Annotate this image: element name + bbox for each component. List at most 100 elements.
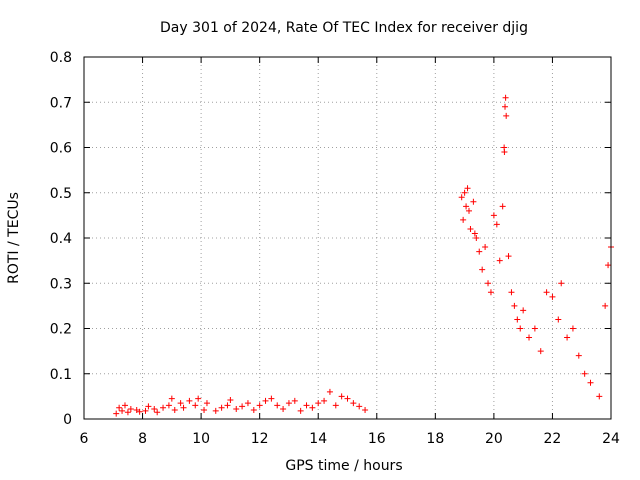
data-point [460, 216, 467, 223]
chart-title: Day 301 of 2024, Rate Of TEC Index for r… [160, 20, 528, 36]
x-tick-label: 16 [368, 431, 386, 447]
y-tick-label: 0.7 [50, 95, 72, 111]
x-tick-label: 22 [544, 431, 562, 447]
data-point [224, 402, 231, 409]
y-tick-label: 0.2 [50, 322, 72, 338]
data-point [113, 410, 120, 417]
data-point [569, 325, 576, 332]
data-point [338, 393, 345, 400]
data-point [461, 189, 468, 196]
data-point [531, 325, 538, 332]
data-point [239, 403, 246, 410]
data-point [501, 149, 508, 156]
data-point [203, 400, 210, 407]
y-tick-label: 0.1 [50, 367, 72, 383]
data-point [154, 409, 161, 416]
axis-ticks: 6 8 10 12 14 16 18 20 22 24 0 0.1 0.2 0.3 0.4 0.5 0.6 0.7… [50, 50, 620, 447]
data-point [537, 348, 544, 355]
data-point [503, 112, 510, 119]
data-point [297, 407, 304, 414]
data-point [262, 397, 269, 404]
data-point [479, 266, 486, 273]
data-point [142, 407, 149, 414]
data-point [543, 289, 550, 296]
data-point [151, 406, 158, 413]
data-point [195, 395, 202, 402]
data-point [332, 402, 339, 409]
y-tick-label: 0.5 [50, 186, 72, 202]
data-point [124, 409, 131, 416]
data-point [458, 194, 465, 201]
data-point [218, 404, 225, 411]
data-point [250, 406, 257, 413]
data-point [464, 185, 471, 192]
data-point [549, 293, 556, 300]
y-tick-label: 0.3 [50, 276, 72, 292]
data-point [244, 400, 251, 407]
data-point [496, 257, 503, 264]
data-point [227, 396, 234, 403]
data-point [362, 406, 369, 413]
data-point [596, 393, 603, 400]
x-tick-label: 12 [251, 431, 269, 447]
data-point [555, 316, 562, 323]
data-point [502, 103, 509, 110]
data-point [201, 406, 208, 413]
data-point [356, 403, 363, 410]
data-point [233, 406, 240, 413]
data-point [476, 248, 483, 255]
x-tick-label: 8 [138, 431, 147, 447]
y-tick-label: 0.6 [50, 141, 72, 157]
data-point [145, 403, 152, 410]
x-axis-label: GPS time / hours [285, 458, 402, 474]
data-point [350, 400, 357, 407]
data-point [499, 203, 506, 210]
data-point [602, 302, 609, 309]
data-point [177, 400, 184, 407]
data-point [285, 400, 292, 407]
data-point [471, 230, 478, 237]
data-point [564, 334, 571, 341]
data-point [321, 397, 328, 404]
data-point [303, 402, 310, 409]
data-point [309, 404, 316, 411]
data-point [186, 397, 193, 404]
data-point [268, 395, 275, 402]
data-point [121, 402, 128, 409]
x-tick-label: 6 [80, 431, 89, 447]
data-point [587, 379, 594, 386]
data-point [605, 262, 612, 269]
data-point [212, 407, 219, 414]
data-point [502, 94, 509, 101]
data-point [493, 221, 500, 228]
y-axis-label: ROTI / TECUs [6, 192, 22, 284]
y-tick-label: 0 [63, 412, 72, 428]
data-point [514, 316, 521, 323]
data-points [113, 94, 614, 417]
data-point [558, 280, 565, 287]
data-point [482, 244, 489, 251]
data-point [168, 395, 175, 402]
data-point [180, 404, 187, 411]
data-point [315, 400, 322, 407]
data-point [256, 402, 263, 409]
plot-frame [83, 56, 612, 420]
data-point [473, 235, 480, 241]
data-point [485, 280, 492, 287]
data-point [136, 408, 143, 415]
data-point [508, 289, 515, 296]
data-point [517, 325, 524, 332]
data-point [326, 388, 333, 395]
data-point [511, 302, 518, 309]
data-point [470, 198, 477, 205]
x-tick-label: 24 [602, 431, 620, 447]
data-point [575, 352, 582, 359]
data-point [116, 404, 123, 411]
x-tick-label: 14 [309, 431, 327, 447]
data-point [165, 402, 172, 409]
data-point [274, 402, 281, 409]
x-tick-label: 20 [485, 431, 503, 447]
data-point [171, 406, 178, 413]
data-point [505, 253, 512, 260]
